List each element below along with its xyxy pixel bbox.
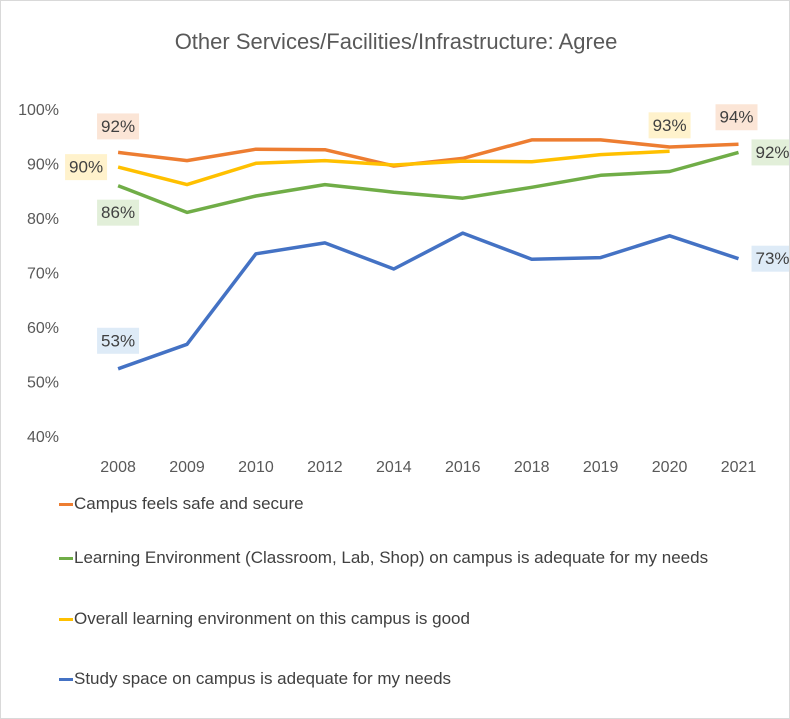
line-series bbox=[117, 231, 740, 371]
data-label: 92% bbox=[756, 143, 789, 162]
legend-swatch bbox=[59, 557, 73, 561]
data-label-box bbox=[751, 139, 789, 166]
x-tick-label: 2021 bbox=[721, 459, 757, 476]
y-tick-label: 50% bbox=[27, 375, 59, 392]
data-label: 94% bbox=[720, 108, 754, 127]
legend-item: Campus feels safe and secure bbox=[59, 491, 784, 517]
legend-swatch bbox=[59, 678, 73, 682]
chart: Other Services/Facilities/Infrastructure… bbox=[18, 29, 789, 476]
line-series bbox=[117, 149, 670, 187]
line-series bbox=[117, 150, 739, 215]
data-label-box bbox=[65, 154, 108, 181]
x-tick-label: 2016 bbox=[445, 459, 481, 476]
data-label-box bbox=[751, 245, 789, 272]
legend-item: Study space on campus is adequate for my… bbox=[59, 666, 784, 692]
legend-label: Campus feels safe and secure bbox=[74, 494, 304, 513]
x-tick-label: 2009 bbox=[169, 459, 205, 476]
data-label-box bbox=[97, 327, 140, 354]
data-label-box bbox=[97, 113, 140, 140]
data-label: 93% bbox=[653, 116, 687, 135]
x-tick-label: 2020 bbox=[652, 459, 688, 476]
data-label: 90% bbox=[69, 158, 103, 177]
y-tick-label: 100% bbox=[18, 102, 59, 119]
y-tick-label: 60% bbox=[27, 320, 59, 337]
chart-title: Other Services/Facilities/Infrastructure… bbox=[175, 29, 618, 54]
data-label-box bbox=[648, 112, 691, 139]
y-tick-label: 40% bbox=[27, 429, 59, 446]
x-tick-label: 2010 bbox=[238, 459, 274, 476]
legend-label: Overall learning environment on this cam… bbox=[74, 609, 470, 628]
legend-label: Study space on campus is adequate for my… bbox=[74, 669, 452, 688]
data-label: 92% bbox=[101, 117, 135, 136]
legend-swatch bbox=[59, 618, 73, 622]
x-tick-label: 2012 bbox=[307, 459, 343, 476]
legend-item: Overall learning environment on this cam… bbox=[59, 606, 784, 632]
data-label: 86% bbox=[101, 203, 135, 222]
x-tick-label: 2008 bbox=[100, 459, 136, 476]
y-tick-label: 90% bbox=[27, 157, 59, 174]
legend-swatch bbox=[59, 503, 73, 507]
data-label-box bbox=[715, 104, 758, 131]
x-tick-label: 2014 bbox=[376, 459, 412, 476]
data-label: 53% bbox=[101, 331, 135, 350]
y-tick-label: 70% bbox=[27, 266, 59, 283]
data-label: 73% bbox=[756, 249, 789, 268]
legend-item: Learning Environment (Classroom, Lab, Sh… bbox=[59, 545, 784, 571]
x-tick-label: 2018 bbox=[514, 459, 550, 476]
x-tick-label: 2019 bbox=[583, 459, 619, 476]
data-label-box bbox=[97, 199, 140, 226]
legend-label: Learning Environment (Classroom, Lab, Sh… bbox=[74, 548, 709, 567]
y-tick-label: 80% bbox=[27, 211, 59, 228]
